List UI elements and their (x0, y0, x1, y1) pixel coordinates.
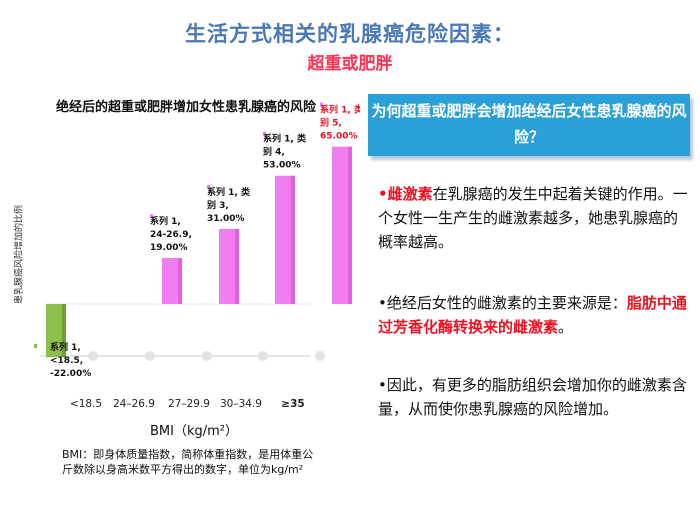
x-tick-label: <18.5 (70, 398, 102, 410)
category-marker (315, 351, 325, 361)
estrogen-highlight: 雌激素 (387, 185, 433, 203)
bar (219, 228, 239, 304)
bar-side (291, 175, 295, 304)
question-text: 为何超重或肥胖会增加绝经后女性患乳腺癌的风险？ (371, 102, 687, 146)
chart-x-axis-label: BMI（kg/m²） (150, 424, 239, 439)
data-marker (320, 102, 323, 107)
bar-side (348, 146, 352, 304)
page-title: 生活方式相关的乳腺癌危险因素： (185, 22, 515, 46)
x-tick-label: 24–26.9 (113, 398, 155, 410)
bullet-dot: • (378, 294, 387, 312)
bar-side (62, 304, 66, 358)
bullet-dot: • (378, 376, 387, 394)
data-label: 系列 1, (150, 215, 181, 227)
data-label: -22.00% (50, 369, 91, 379)
paragraph-3-text: 因此，有更多的脂肪组织会增加你的雌激素含量，从而使你患乳腺癌的风险增加。 (378, 376, 687, 418)
paragraph-2-lead: 绝经后女性的雌激素的主要来源是： (386, 294, 627, 312)
bullet-dot: • (378, 185, 388, 203)
data-marker (207, 184, 210, 189)
category-marker (88, 351, 98, 361)
bar-chart: 系列 1, <18.5, -22.00% 系列 1, 24-26.9, 19.00% 系列 … (34, 102, 360, 410)
paragraph-1-text: 在乳腺癌的发生中起着关键的作用。一个女性一生产生的雌激素越多，她患乳腺癌的概率越… (378, 185, 688, 251)
bar (162, 258, 182, 304)
category-marker (202, 351, 212, 361)
paragraph-2-end: 。 (558, 318, 574, 336)
data-marker (263, 131, 266, 136)
page-subtitle: 超重或肥胖 (307, 54, 393, 74)
data-label: 别 4, (262, 146, 285, 158)
data-marker (34, 344, 37, 348)
bar-side (178, 258, 182, 304)
category-marker (258, 351, 268, 361)
data-label: 53.00% (263, 161, 301, 171)
chart-title: 绝经后的超重或肥胖增加女性患乳腺癌的风险 (56, 100, 317, 115)
x-tick-label: 27–29.9 (168, 398, 210, 410)
category-marker (145, 351, 155, 361)
x-tick-label: 30–34.9 (220, 398, 262, 410)
x-tick-label: ≥35 (281, 398, 304, 410)
bar (46, 304, 66, 358)
bar (275, 175, 295, 304)
data-label: 别 3, (206, 199, 229, 211)
data-label: <18.5, (50, 356, 83, 366)
data-label: 别 5, (319, 117, 342, 129)
bmi-definition-note: BMI：即身体质量指数，简称体重指数，是用体重公斤数除以身高米数平方得出的数字，… (62, 448, 314, 476)
bar-side (235, 228, 239, 304)
data-label: 系列 1, 类 (320, 104, 360, 116)
aromatase-highlight: 脂肪中通过芳香化酶转换来的雌激素 (378, 294, 687, 336)
data-label: 65.00% (320, 132, 358, 142)
paragraph-estrogen-source: •绝经后女性的雌激素的主要来源是：脂肪中通过芳香化酶转换来的雌激素。 (378, 291, 690, 339)
data-label: 24-26.9, (150, 230, 192, 240)
bar (332, 146, 352, 304)
paragraph-conclusion: •因此，有更多的脂肪组织会增加你的雌激素含量，从而使你患乳腺癌的风险增加。 (378, 373, 690, 421)
data-label: 系列 1, (50, 341, 81, 353)
paragraph-estrogen-role: •雌激素在乳腺癌的发生中起着关键的作用。一个女性一生产生的雌激素越多，她患乳腺癌… (378, 182, 690, 254)
data-label: 系列 1, 类 (207, 186, 251, 198)
question-banner: 为何超重或肥胖会增加绝经后女性患乳腺癌的风险？ (368, 94, 690, 156)
data-label: 19.00% (150, 243, 188, 253)
data-marker (150, 214, 153, 219)
data-label: 31.00% (207, 214, 245, 224)
data-label: 系列 1, 类 (263, 133, 307, 145)
